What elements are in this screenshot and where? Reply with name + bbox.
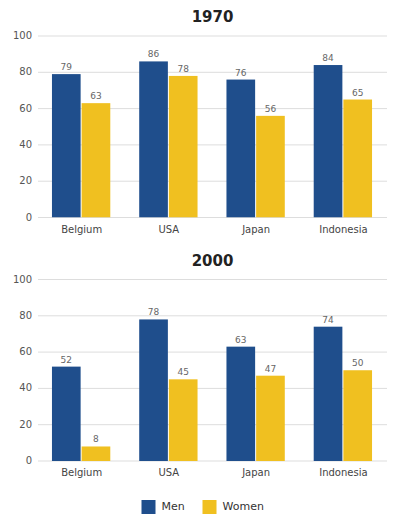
data-label: 74	[322, 315, 334, 325]
data-label: 78	[148, 307, 160, 317]
x-tick-label: Belgium	[61, 224, 102, 235]
data-label: 47	[265, 364, 276, 374]
chart-title: 1970	[192, 8, 234, 26]
x-tick-label: USA	[159, 467, 180, 478]
grid-line	[38, 279, 387, 280]
x-tick-label: Japan	[241, 224, 270, 235]
chart: 1970 0 20 40 60 80 100 Belgium USA Japan Indonesia…	[13, 8, 387, 235]
y-tick-label: 80	[19, 310, 32, 321]
y-tick-label: 80	[19, 66, 32, 77]
data-label: 8	[93, 434, 99, 444]
x-tick-label: USA	[159, 224, 180, 235]
chart-title: 2000	[192, 252, 234, 270]
data-label: 86	[148, 49, 160, 59]
bar	[52, 74, 81, 217]
bar	[256, 376, 285, 461]
data-label: 63	[90, 91, 101, 101]
grid-line	[38, 36, 387, 37]
data-label: 79	[61, 62, 73, 72]
bar	[82, 103, 111, 217]
legend: Men Women	[142, 500, 264, 514]
bars	[52, 61, 372, 217]
data-label: 52	[61, 355, 72, 365]
data-label: 84	[322, 53, 334, 63]
y-tick-label: 0	[26, 455, 32, 466]
data-label: 56	[265, 104, 277, 114]
chart: 2000 0 20 40 60 80 100 Belgium USA Japan Indonesia…	[13, 252, 387, 479]
grid-line	[38, 315, 387, 316]
data-labels: 79 86 76 84 63 78 56 65	[61, 49, 364, 113]
bar	[82, 446, 111, 461]
data-label: 76	[235, 68, 247, 78]
y-tick-label: 20	[19, 419, 32, 430]
bar	[314, 327, 343, 461]
data-labels: 52 78 63 74 8 45 47 50	[61, 307, 364, 444]
y-tick-label: 20	[19, 175, 32, 186]
bar	[169, 379, 198, 461]
y-tick-label: 60	[19, 103, 32, 114]
data-label: 78	[177, 64, 189, 74]
y-tick-label: 0	[26, 212, 32, 223]
legend-label: Women	[223, 500, 264, 513]
y-tick-label: 100	[13, 274, 32, 285]
bar	[256, 116, 285, 218]
chart-root: 1970020406080100BelgiumUSAJapanIndonesia…	[0, 0, 399, 529]
data-label: 50	[352, 358, 364, 368]
y-tick-label: 40	[19, 382, 32, 393]
x-tick-label: Belgium	[61, 467, 102, 478]
data-label: 63	[235, 335, 246, 345]
y-tick-label: 60	[19, 346, 32, 357]
legend-swatch	[142, 500, 156, 514]
legend-label: Men	[162, 500, 185, 513]
bar	[169, 76, 198, 218]
bar	[343, 370, 372, 461]
bar	[226, 80, 255, 218]
bar	[52, 367, 81, 461]
y-tick-label: 100	[13, 30, 32, 41]
data-label: 45	[177, 367, 188, 377]
bar	[139, 61, 168, 217]
x-tick-label: Japan	[241, 467, 270, 478]
data-label: 65	[352, 88, 363, 98]
bar	[343, 100, 372, 218]
bar	[226, 347, 255, 461]
y-tick-label: 40	[19, 139, 32, 150]
legend-swatch	[203, 500, 217, 514]
x-tick-label: Indonesia	[319, 224, 367, 235]
bar	[314, 65, 343, 217]
bar	[139, 319, 168, 461]
bars	[52, 319, 372, 461]
x-tick-label: Indonesia	[319, 467, 367, 478]
